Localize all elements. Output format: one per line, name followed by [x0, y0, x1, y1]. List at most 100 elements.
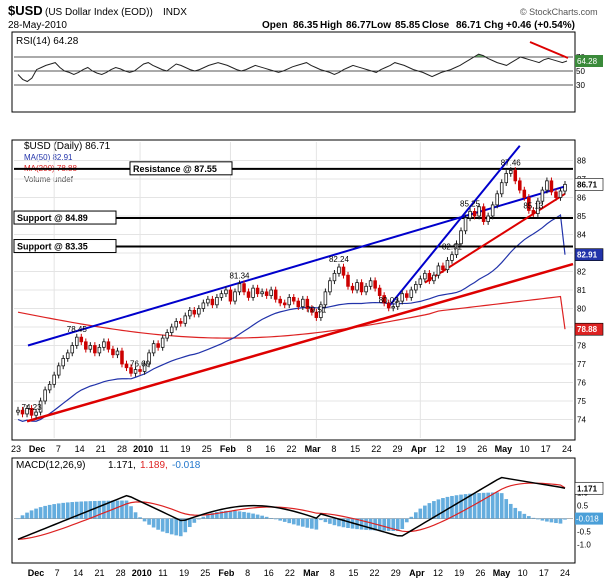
- macd-histogram-bar: [454, 495, 459, 519]
- candle-body: [301, 298, 305, 308]
- macd-x-tick-label: 8: [330, 568, 335, 578]
- candle-body: [237, 283, 242, 293]
- macd-histogram-bar: [269, 518, 273, 519]
- candle-body: [409, 289, 414, 298]
- macd-hist-badge: [575, 512, 603, 525]
- candle-body: [563, 183, 567, 192]
- macd-histogram-bar: [409, 516, 414, 519]
- candle-body: [423, 272, 427, 280]
- candle-body: [124, 363, 129, 369]
- candle-body: [84, 341, 88, 350]
- candle-body: [165, 332, 169, 339]
- macd-x-tick-label: 25: [200, 568, 210, 578]
- ma200-line: [17, 295, 566, 339]
- candle-body: [282, 302, 287, 306]
- macd-histogram-bar: [201, 516, 206, 519]
- candle-body: [499, 182, 504, 195]
- x-tick-label: 21: [96, 444, 106, 454]
- macd-histogram-bar: [413, 512, 418, 519]
- macd-histogram-bar: [531, 517, 536, 519]
- macd-histogram-bar: [486, 492, 490, 519]
- macd-histogram-bar: [563, 518, 567, 520]
- macd-histogram-bar: [508, 503, 513, 519]
- level-label-box-0: [129, 161, 233, 176]
- candle-body: [160, 337, 165, 348]
- candle-body: [359, 282, 364, 293]
- macd-x-tick-label: 17: [539, 568, 549, 578]
- candle-body: [549, 180, 554, 193]
- x-tick-label: 12: [435, 444, 445, 454]
- x-tick-label: 24: [562, 444, 572, 454]
- price-badge-2: [574, 322, 604, 336]
- macd-histogram-bar: [296, 518, 301, 526]
- macd-x-tick-label: 15: [348, 568, 358, 578]
- macd-histogram-bar: [459, 494, 463, 519]
- rsi-last-badge: [575, 55, 603, 68]
- macd-title-macd: 1.171,: [108, 460, 136, 471]
- macd-histogram-bar: [210, 513, 215, 519]
- x-tick-label: Dec: [29, 444, 46, 454]
- macd-histogram-bar: [287, 518, 292, 524]
- macd-histogram-bar: [377, 518, 382, 531]
- candle-body: [377, 287, 382, 296]
- candle-body: [531, 210, 536, 214]
- candle-body: [400, 293, 405, 302]
- candle-body: [350, 285, 355, 291]
- candle-body: [120, 350, 124, 365]
- macd-histogram-bar: [404, 518, 409, 523]
- price-y-tick: 82: [577, 268, 586, 277]
- macd-histogram-bar: [341, 518, 346, 528]
- candle-body: [93, 345, 97, 354]
- candle-body: [201, 302, 206, 309]
- candle-body: [468, 210, 472, 219]
- copyright: © StockCharts.com: [520, 7, 598, 17]
- macd-histogram-bar: [124, 500, 129, 519]
- candle-body: [138, 369, 142, 372]
- macd-histogram-bar: [129, 506, 133, 519]
- macd-histogram-bar: [300, 518, 305, 527]
- ma50-line: [17, 213, 566, 422]
- level-label-1: Support @ 84.89: [17, 213, 88, 223]
- macd-histogram-bar: [418, 508, 423, 519]
- rsi-line: [17, 53, 568, 83]
- macd-histogram-bar: [432, 501, 436, 519]
- macd-histogram-bar: [463, 494, 468, 519]
- price-label: 82.91: [442, 243, 463, 252]
- candle-body: [16, 409, 20, 413]
- candle-body: [441, 265, 445, 271]
- candle-body: [169, 326, 174, 333]
- candle-body: [156, 343, 160, 348]
- price-badge-value-1: 86.71: [577, 180, 598, 189]
- price-badge-value-2: 78.88: [577, 325, 598, 334]
- macd-x-tick-label: 22: [285, 568, 295, 578]
- macd-x-tick-label: Feb: [218, 568, 235, 578]
- candle-body: [206, 298, 210, 304]
- chg-label: Chg: [484, 20, 503, 31]
- chart-date: 28-May-2010: [8, 20, 67, 31]
- candle-body: [558, 190, 563, 198]
- blue-trend-steep: [387, 145, 521, 308]
- candle-body: [368, 280, 373, 287]
- macd-x-tick-label: Dec: [28, 568, 45, 578]
- x-tick-label: 28: [117, 444, 127, 454]
- price-label: 79.51: [306, 306, 327, 315]
- macd-histogram-bar: [43, 505, 47, 519]
- macd-histogram-bar: [517, 511, 522, 519]
- macd-histogram-bar: [20, 515, 25, 519]
- candle-body: [427, 272, 432, 282]
- candle-body: [319, 304, 323, 318]
- price-badge-value-0: 82.91: [577, 251, 598, 260]
- macd-histogram-bar: [386, 518, 391, 531]
- macd-histogram-bar: [133, 512, 138, 519]
- x-tick-label: 17: [541, 444, 551, 454]
- candle-body: [477, 206, 481, 217]
- candle-body: [328, 280, 332, 293]
- candle-body: [197, 308, 201, 315]
- x-tick-label: 22: [371, 444, 381, 454]
- price-y-tick: 86: [577, 194, 586, 203]
- symbol-title: $USD: [8, 3, 43, 18]
- macd-title-hist: -0.018: [172, 460, 201, 471]
- price-y-tick: 75: [577, 397, 586, 406]
- macd-histogram-bar: [527, 516, 531, 519]
